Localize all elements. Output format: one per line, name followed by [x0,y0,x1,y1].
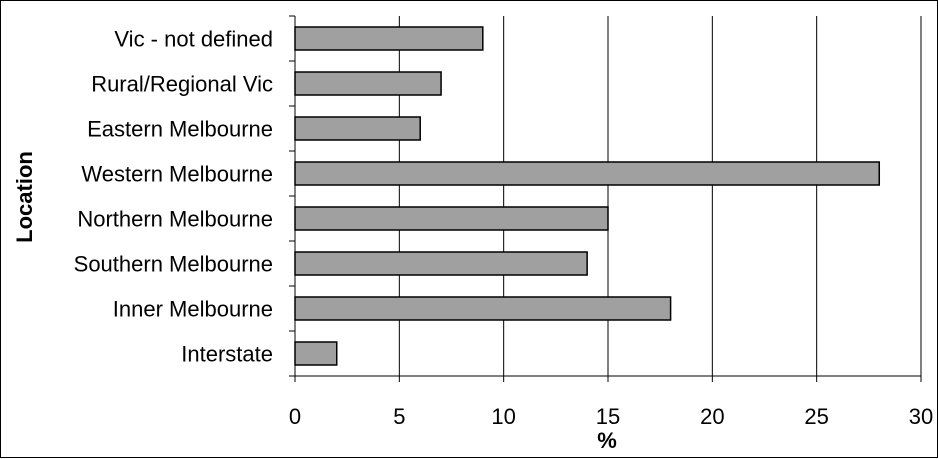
bar [294,161,881,186]
bar [294,251,588,276]
category-label: Interstate [181,342,273,367]
x-tick-label: 15 [596,404,620,429]
x-tick-label: 30 [909,404,933,429]
bar [294,206,609,231]
x-tick-label: 10 [491,404,515,429]
category-label: Eastern Melbourne [87,117,273,142]
bar [294,116,421,141]
axes [289,15,922,382]
bars [294,26,881,366]
category-label: Southern Melbourne [74,252,273,277]
y-axis-title: Location [12,151,37,243]
category-label: Vic - not defined [114,27,273,52]
x-tick-label: 25 [804,404,828,429]
bar [294,26,484,51]
tick-labels: 0 5 10 15 20 25 30 [289,404,933,429]
category-label: Inner Melbourne [113,297,273,322]
category-label: Rural/Regional Vic [91,72,273,97]
x-axis-title: % [597,428,617,453]
bar [294,341,338,366]
x-tick-label: 5 [393,404,405,429]
category-labels: Vic - not defined Rural/Regional Vic Easte… [74,27,273,367]
x-tick-label: 20 [700,404,724,429]
gridlines [398,16,922,376]
bar [294,296,672,321]
x-tick-label: 0 [289,404,301,429]
category-label: Northern Melbourne [77,207,273,232]
category-label: Western Melbourne [81,162,273,187]
bar [294,71,442,96]
